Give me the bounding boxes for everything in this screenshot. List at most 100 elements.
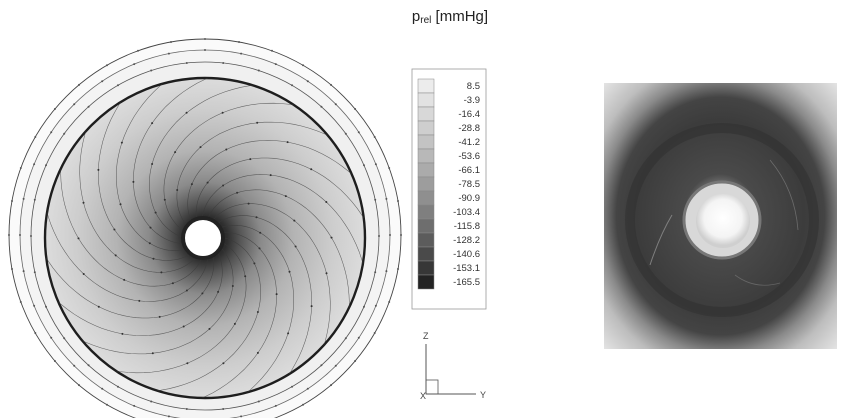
ring-arrow — [185, 408, 188, 410]
photo-hole — [696, 194, 750, 248]
legend-swatch — [417, 232, 435, 248]
legend-level-label: 8.5 — [467, 81, 480, 92]
ring-arrow — [306, 80, 309, 83]
streamline-arrow — [163, 198, 166, 201]
ring-arrow — [397, 268, 399, 270]
streamline-arrow — [97, 168, 100, 171]
ring-arrow — [53, 108, 56, 110]
ring-arrow — [222, 62, 225, 64]
ring-arrow — [87, 364, 90, 367]
streamline-arrow — [148, 242, 151, 245]
ring-arrow — [373, 136, 376, 138]
streamline-arrow — [149, 226, 152, 229]
ring-arrow — [257, 400, 260, 403]
ring-arrow — [53, 360, 56, 362]
title-unit: [mmHg] — [431, 8, 489, 25]
streamline-arrow — [176, 189, 179, 191]
streamline-arrow — [201, 292, 204, 295]
ring-arrow — [167, 415, 170, 418]
streamline-arrow — [325, 201, 328, 203]
legend-swatch — [417, 78, 435, 94]
ring-arrow — [344, 132, 347, 135]
ring-arrow — [33, 304, 36, 307]
ring-arrow — [330, 83, 332, 86]
streamline-arrow — [284, 195, 287, 198]
ring-arrow — [30, 235, 32, 237]
streamline-arrow — [97, 305, 100, 308]
legend-level-label: -66.1 — [458, 165, 480, 176]
outer-ring-streamlines — [8, 38, 402, 418]
streamline-arrow — [269, 174, 272, 177]
ring-arrow — [22, 270, 25, 273]
ring-arrow — [274, 404, 277, 407]
ring-arrow — [400, 234, 402, 236]
streamline-arrow — [233, 322, 236, 325]
streamline-arrow — [185, 289, 188, 292]
origin-box — [425, 379, 439, 395]
legend-swatch — [417, 162, 435, 178]
ring-arrow — [19, 167, 22, 169]
title-subscript: rel — [420, 15, 432, 26]
ring-arrow — [11, 200, 13, 202]
streamline-arrow — [247, 202, 250, 205]
streamline-arrow — [310, 305, 313, 308]
streamline-arrow — [154, 211, 157, 214]
center-hole — [181, 216, 225, 260]
legend-swatch — [417, 190, 435, 206]
streamline-arrow — [82, 201, 85, 204]
ring-arrow — [133, 404, 136, 407]
streamline-arrow — [225, 148, 228, 151]
legend-swatch — [417, 218, 435, 234]
streamline-arrow — [231, 285, 234, 287]
ring-arrow — [73, 364, 76, 367]
ring-arrow — [388, 167, 391, 169]
streamline-arrow — [82, 273, 85, 275]
axis-label-vertical: Z — [423, 331, 429, 341]
streamline-arrow — [222, 184, 225, 187]
legend-level-label: -103.4 — [453, 207, 480, 218]
ring-arrow — [87, 105, 90, 108]
legend-level-label: -153.1 — [453, 263, 480, 274]
ring-arrow — [45, 164, 47, 167]
ring-arrow — [240, 415, 243, 418]
streamline-arrow — [286, 141, 289, 144]
streamline-arrow — [123, 278, 126, 281]
ring-arrow — [291, 385, 293, 388]
streamline-arrow — [151, 122, 154, 125]
ring-arrow — [170, 41, 172, 43]
legend-swatch — [417, 120, 435, 136]
ring-arrow — [150, 400, 153, 403]
ring-arrow — [34, 136, 37, 138]
ring-arrow — [78, 83, 80, 86]
ring-arrow — [320, 364, 323, 367]
streamline-arrow — [190, 183, 193, 186]
streamline-arrow — [185, 111, 188, 114]
streamline-arrow — [288, 270, 291, 273]
ring-arrow — [50, 131, 53, 134]
streamline-arrow — [258, 247, 261, 250]
ring-arrow — [334, 364, 337, 367]
streamline-arrow — [119, 203, 122, 206]
legend-level-label: -53.6 — [458, 151, 480, 162]
axis-label-origin: X — [420, 391, 426, 401]
legend-level-label: -41.2 — [458, 137, 480, 148]
ring-arrow — [363, 164, 365, 167]
legend-level-label: -3.9 — [464, 95, 480, 106]
ring-arrow — [388, 301, 391, 303]
ring-arrow — [306, 387, 309, 390]
legend-level-label: -16.4 — [458, 109, 480, 120]
ring-arrow — [271, 49, 273, 52]
streamline-arrow — [152, 257, 155, 260]
ring-arrow — [101, 387, 104, 390]
legend-level-label: -78.5 — [458, 179, 480, 190]
streamline-arrow — [138, 299, 141, 302]
ring-arrow — [357, 336, 360, 339]
streamline-arrow — [77, 237, 80, 240]
ring-arrow — [137, 49, 139, 52]
streamline-group — [45, 78, 365, 398]
streamline-arrow — [293, 219, 296, 222]
ring-arrow — [8, 234, 10, 236]
ring-arrow — [167, 52, 170, 55]
legend-level-label: -165.5 — [453, 277, 480, 288]
